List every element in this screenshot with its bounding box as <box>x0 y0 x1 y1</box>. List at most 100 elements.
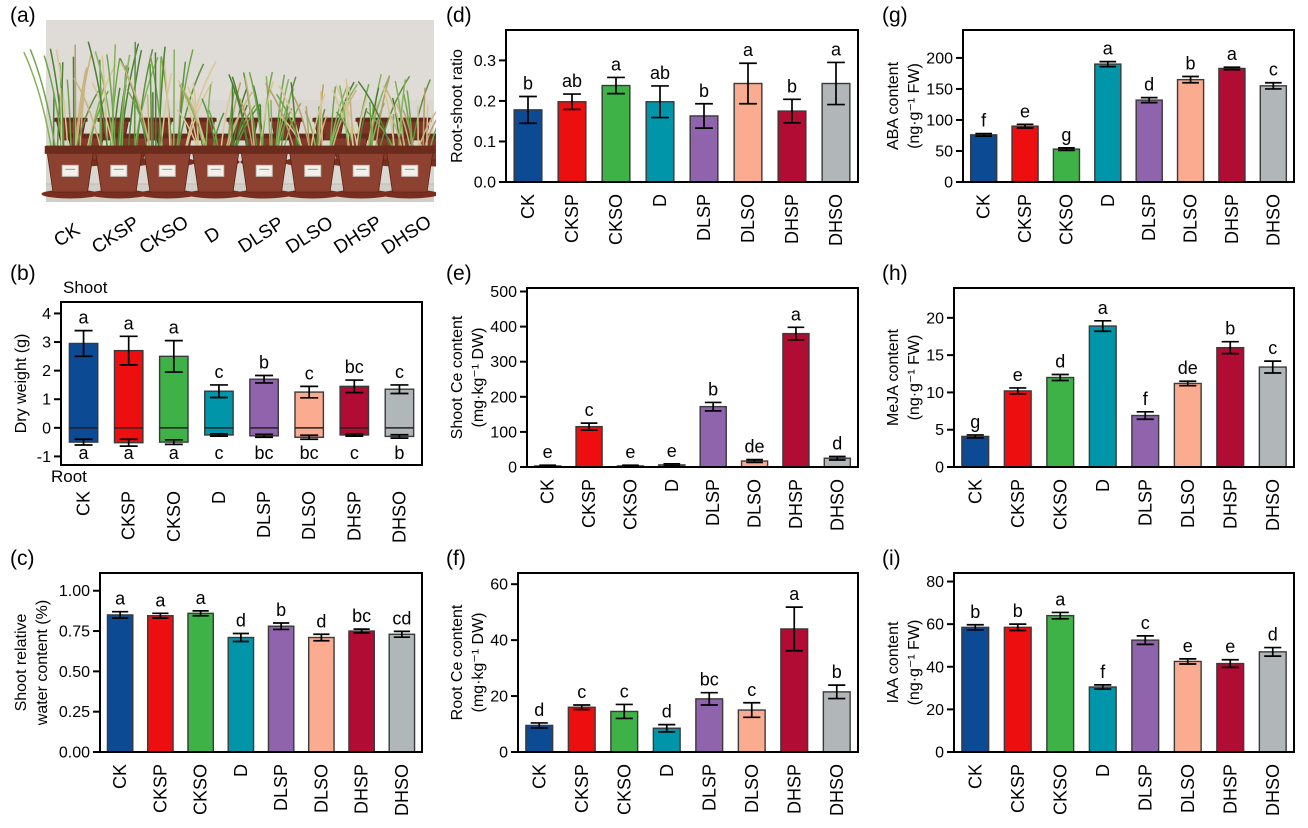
letter-DHSO: d <box>832 433 842 453</box>
pot-rim <box>398 118 432 122</box>
y-tick-label: 0 <box>935 460 944 477</box>
letter-CKSP: c <box>585 400 594 420</box>
plant-leaf <box>205 84 212 153</box>
x-tick-label-D: D <box>662 479 682 492</box>
bar-DHSO <box>822 691 851 753</box>
y-axis-title: IAA content (ng·g⁻¹ FW) <box>885 620 923 706</box>
x-tick-label-D: D <box>1093 479 1113 492</box>
panel-h: (h) g e d a f de b c 0 5 10 15 20 MeJA content (ng·g⁻¹… <box>872 258 1308 543</box>
x-tick-label-CKSP: CKSP <box>1008 479 1028 528</box>
pot-label-CK: CK <box>50 219 84 251</box>
x-tick-label-CK: CK <box>529 764 549 789</box>
y-tick-label: 20 <box>926 702 944 719</box>
x-tick-label-D: D <box>231 764 251 777</box>
bars <box>68 342 415 444</box>
chart-shoot-relative-water-content: a a a d b d bc cd 0.00 0.25 0.50 0.75 1.00 Shoot rela… <box>13 572 423 816</box>
y-tick-label: 2 <box>42 363 51 380</box>
x-tick-label-CKSO: CKSO <box>614 764 634 815</box>
sig-letters: a a a a a a c c b bc c bc bc c c b <box>79 308 405 463</box>
bars <box>106 612 416 753</box>
y-axis-title-line: Root Ce content <box>449 604 466 720</box>
x-tick-label-CK: CK <box>965 479 985 504</box>
x-tick-label-DLSP: DLSP <box>1135 479 1155 526</box>
pot-tag <box>207 164 225 177</box>
y-tick-label: 0 <box>508 460 517 477</box>
plot-border <box>505 29 859 183</box>
pot-rim <box>384 146 436 154</box>
letter-DHSO: c <box>1269 60 1278 80</box>
plant-leaf <box>422 87 426 153</box>
plant-leaf <box>278 85 304 153</box>
bar-CKSO <box>1046 376 1075 468</box>
x-tick-label-CK: CK <box>110 764 130 789</box>
x-tick-label-DLSP: DLSP <box>699 764 719 811</box>
x-tick-label-DHSP: DHSP <box>1222 194 1242 244</box>
y-tick-label: 0.3 <box>474 53 496 70</box>
y-tick-label: -1 <box>37 449 51 466</box>
plant-leaf <box>55 49 69 153</box>
error-bars <box>519 61 845 129</box>
bar-D <box>1088 686 1117 753</box>
plot-border <box>953 287 1295 468</box>
plot-border <box>99 572 423 753</box>
y-axis-title-line: (ng·g⁻¹ FW) <box>906 335 923 421</box>
pot-rim <box>93 146 145 154</box>
plant-leaf <box>73 77 103 153</box>
y-tick-label: 0 <box>499 745 508 762</box>
pot-tag <box>61 164 79 177</box>
plant-leaf <box>29 48 57 153</box>
bar-DLSP <box>699 405 727 468</box>
plant-leaf <box>74 90 99 153</box>
letter-DHSO: a <box>831 39 842 59</box>
sig-letters: b b a f c e e d <box>970 589 1278 681</box>
plant-leaf <box>374 76 391 153</box>
bar-DHSP <box>782 332 810 468</box>
letter-root-CKSP: a <box>124 443 135 463</box>
y-tick-label: 80 <box>926 574 944 591</box>
bar-CKSP <box>1011 125 1039 183</box>
bar-CKSP <box>1003 390 1032 468</box>
bar-CKSP <box>557 101 587 183</box>
letter-D: a <box>1103 39 1114 59</box>
bar-DHSO <box>388 633 416 753</box>
plant-leaf <box>265 76 272 153</box>
panel-b: (b) a a a a a a c c b bc c bc bc c c b -1 0 1 2 3 4 Dry weight… <box>0 258 436 543</box>
photo <box>23 20 436 202</box>
x-tick-label-DHSO: DHSO <box>1263 764 1283 816</box>
y-axis: 0 20 40 60 80 <box>926 574 954 762</box>
letter-DLSP: bc <box>700 670 719 690</box>
plant-leaf <box>74 44 77 153</box>
x-tick-label-DHSO: DHSO <box>1263 479 1283 531</box>
bar-DLSO <box>294 391 325 438</box>
x-tick-label-DLSP: DLSP <box>703 479 723 526</box>
sig-letters: e c e e b de a d <box>543 304 843 462</box>
x-tick-label-DLSO: DLSO <box>311 764 331 813</box>
x-tick-label-DHSP: DHSP <box>786 479 806 529</box>
y-axis: 0 50 100 150 200 <box>926 50 963 192</box>
bar-DLSP <box>695 698 724 753</box>
letter-DHSP: e <box>1225 637 1235 657</box>
x-tick-label-DLSP: DLSP <box>254 491 274 538</box>
y-tick-label: 5 <box>935 422 944 439</box>
plant-leaf <box>385 88 407 153</box>
bar-D <box>1088 325 1117 468</box>
letter-shoot-DHSP: bc <box>345 357 364 377</box>
letter-DHSP: b <box>1225 319 1235 339</box>
pot-rim <box>335 146 387 154</box>
plant-leaf <box>338 85 350 153</box>
plant-leaf <box>231 83 234 153</box>
plant-leaf <box>318 108 321 153</box>
pot-label-DLSP: DLSP <box>235 213 288 258</box>
y-tick-label: 0.00 <box>59 745 90 762</box>
letter-CKSP: a <box>155 590 166 610</box>
y-tick-label: 0.75 <box>59 624 90 641</box>
x-tick-label-CKSP: CKSP <box>562 194 582 243</box>
panel-tag-a: (a) <box>10 4 36 27</box>
bar-DLSP <box>1131 639 1160 753</box>
plant-leaf <box>106 54 117 153</box>
letter-shoot-CKSO: a <box>169 318 180 338</box>
plant-leaf <box>231 76 249 153</box>
pot-rim <box>44 146 96 154</box>
